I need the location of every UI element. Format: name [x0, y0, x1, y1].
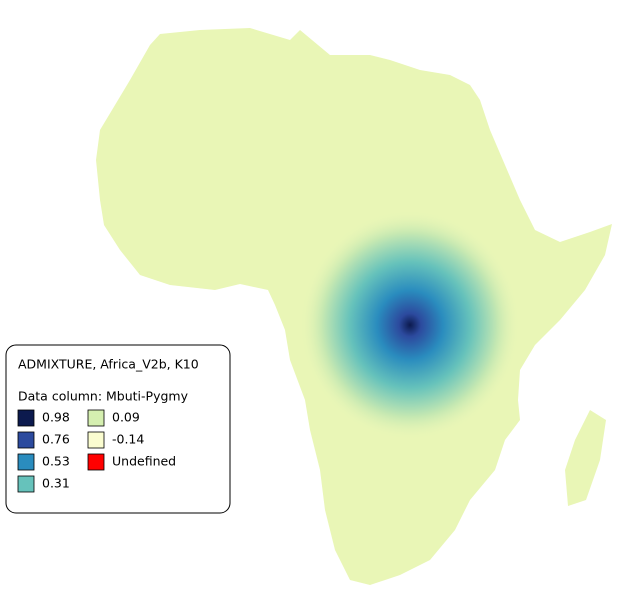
- legend-swatch: [17, 431, 35, 449]
- legend-swatch: [17, 475, 35, 493]
- legend-swatch: [87, 431, 105, 449]
- legend-swatch: [87, 453, 105, 471]
- admixture-surface: [300, 210, 520, 440]
- legend-swatch: [87, 409, 105, 427]
- legend-box: [5, 344, 231, 514]
- legend-title: ADMIXTURE, Africa_V2b, K10: [18, 357, 199, 372]
- legend-subtitle: Data column: Mbuti-Pygmy: [18, 389, 189, 404]
- legend-label: 0.53: [42, 454, 70, 469]
- legend-label: Undefined: [112, 454, 176, 469]
- legend-label: 0.09: [112, 410, 140, 425]
- legend-label: 0.98: [42, 410, 70, 425]
- legend-label: 0.76: [42, 432, 70, 447]
- legend-label: 0.31: [42, 476, 70, 491]
- legend-swatch: [17, 409, 35, 427]
- legend-label: -0.14: [112, 432, 144, 447]
- legend-swatch: [17, 453, 35, 471]
